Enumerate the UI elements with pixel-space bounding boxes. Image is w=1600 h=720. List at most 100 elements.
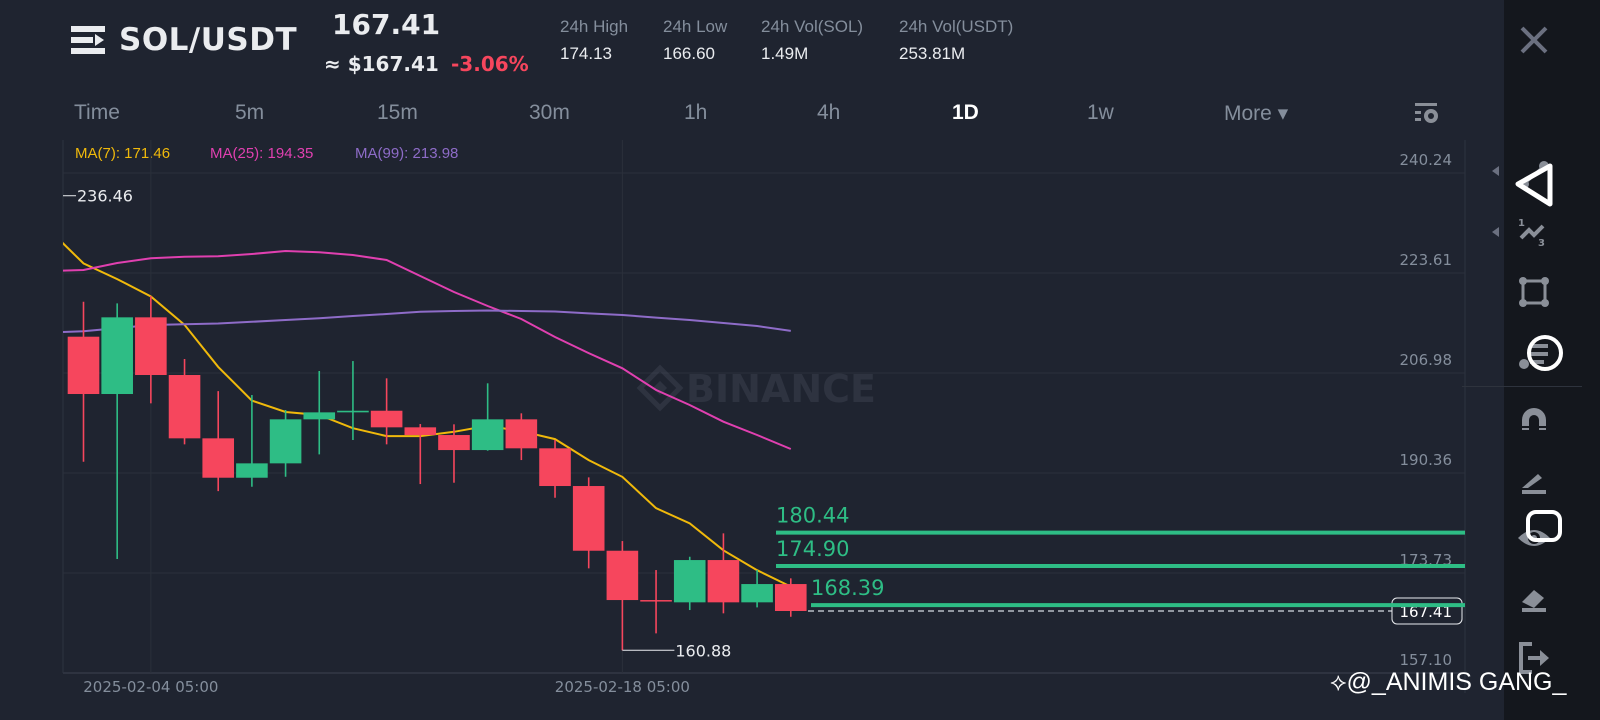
candle (673, 556, 706, 611)
overlay-watermark: ⟡@_ANIMIS GANG_ (1330, 668, 1567, 696)
drawing-toolbar (1504, 0, 1600, 720)
candle (539, 440, 571, 498)
candle (168, 359, 201, 445)
stat-24h-vol-sol-label: 24h Vol(SOL) (761, 17, 864, 36)
time-axis-label: 2025-02-04 05:00 (83, 678, 218, 696)
toolbar-expand-arrows[interactable] (1488, 160, 1502, 250)
tab-more[interactable]: More ▾ (1224, 102, 1289, 125)
binance-watermark-text: BINANCE (686, 367, 876, 411)
ma7-legend: MA(7): 171.46 (75, 145, 171, 162)
horizontal-line-label: 168.39 (811, 576, 884, 600)
ma-line-ma7 (63, 241, 792, 588)
price-axis-label: 206.98 (1400, 351, 1453, 369)
candle-body (438, 435, 470, 451)
time-axis-label: 2025-02-18 05:00 (555, 678, 690, 696)
candle-body (370, 410, 403, 428)
price-axis-label: 190.36 (1400, 451, 1453, 469)
candle-body (539, 448, 571, 487)
horizontal-line-label: 174.90 (776, 537, 849, 561)
candle-body (707, 560, 740, 603)
eraser-icon[interactable] (1516, 580, 1552, 616)
tab-time[interactable]: Time (74, 101, 120, 124)
parallel-channel-icon[interactable] (1516, 338, 1552, 374)
candle-body (606, 550, 639, 601)
candle-body (741, 584, 773, 603)
ma25-legend: MA(25): 194.35 (210, 145, 314, 162)
tab-4h[interactable]: 4h (817, 101, 841, 124)
expand-arrow-icon (1492, 227, 1499, 237)
tab-30m[interactable]: 30m (529, 101, 570, 124)
high-marker-label: 236.46 (77, 187, 133, 206)
binance-watermark: BINANCE (636, 364, 876, 412)
tab-5m[interactable]: 5m (235, 101, 265, 124)
low-marker-label: 160.88 (675, 641, 731, 660)
candle-body (640, 600, 672, 602)
candle-body (269, 419, 302, 464)
candle-body (673, 560, 706, 603)
candle-body (774, 584, 807, 611)
candle (303, 371, 336, 455)
candlestick-chart[interactable]: BINANCE 240.24223.61206.98190.36173.7315… (0, 0, 1504, 720)
home-button-icon[interactable] (1527, 335, 1563, 371)
candle (337, 361, 369, 441)
recents-button-icon[interactable] (1526, 510, 1562, 542)
tab-1w[interactable]: 1w (1087, 101, 1114, 124)
candle-body (471, 419, 504, 451)
svg-text:1: 1 (1518, 218, 1525, 229)
ma-line-ma25 (63, 249, 792, 450)
candle-body (67, 336, 100, 395)
system-nav-overlay (1515, 163, 1563, 542)
candle (707, 533, 740, 614)
exit-icon[interactable] (1516, 640, 1552, 676)
tab-15m[interactable]: 15m (377, 101, 418, 124)
candle-body (135, 317, 167, 376)
toolbar-divider (1462, 386, 1582, 387)
candle (67, 301, 100, 462)
chart-settings-icon[interactable] (1414, 102, 1440, 126)
candle (438, 424, 470, 483)
candle-body (337, 410, 369, 413)
candle-body (572, 486, 605, 551)
candle (471, 383, 504, 451)
candle-body (505, 419, 538, 449)
svg-text:3: 3 (1538, 238, 1545, 249)
diamond-logo-icon: ⟡ (1330, 668, 1347, 696)
candle (236, 395, 268, 487)
change-percent: -3.06% (451, 52, 529, 76)
current-price-label: 167.41 (1400, 603, 1453, 621)
candle (404, 424, 437, 485)
grid (62, 140, 1466, 693)
expand-arrow-icon (1492, 166, 1499, 176)
magnet-icon[interactable] (1516, 402, 1552, 438)
candle (370, 378, 403, 445)
candle (505, 413, 538, 461)
candle-body (202, 438, 235, 478)
ma-line-ma99 (63, 309, 791, 334)
candle-body (168, 375, 201, 439)
candle (606, 541, 639, 651)
tab-1h[interactable]: 1h (684, 101, 708, 124)
candle (741, 570, 773, 608)
tab-1d[interactable]: 1D (952, 101, 979, 124)
back-button-icon[interactable] (1515, 163, 1553, 207)
ma99-legend: MA(99): 213.98 (355, 145, 459, 162)
candle (101, 303, 133, 560)
close-icon[interactable] (1516, 22, 1552, 58)
stat-24h-high-value: 174.13 (560, 44, 612, 63)
stat-24h-low-value: 166.60 (663, 44, 715, 63)
menu-icon[interactable] (71, 26, 105, 54)
candle (774, 578, 807, 617)
horizontal-line-label: 180.44 (776, 504, 849, 528)
candle (135, 296, 167, 404)
candle-body (303, 412, 336, 420)
candle (202, 391, 235, 492)
stat-24h-vol-usdt-label: 24h Vol(USDT) (899, 17, 1014, 36)
brush-icon[interactable] (1516, 462, 1552, 498)
pair-title[interactable]: SOL/USDT (119, 22, 298, 58)
price-axis-label: 240.24 (1400, 151, 1453, 169)
rectangle-icon[interactable] (1516, 274, 1552, 310)
candle-body (404, 427, 437, 436)
stat-24h-vol-usdt-value: 253.81M (899, 44, 966, 63)
stat-24h-vol-sol-value: 1.49M (761, 44, 809, 63)
